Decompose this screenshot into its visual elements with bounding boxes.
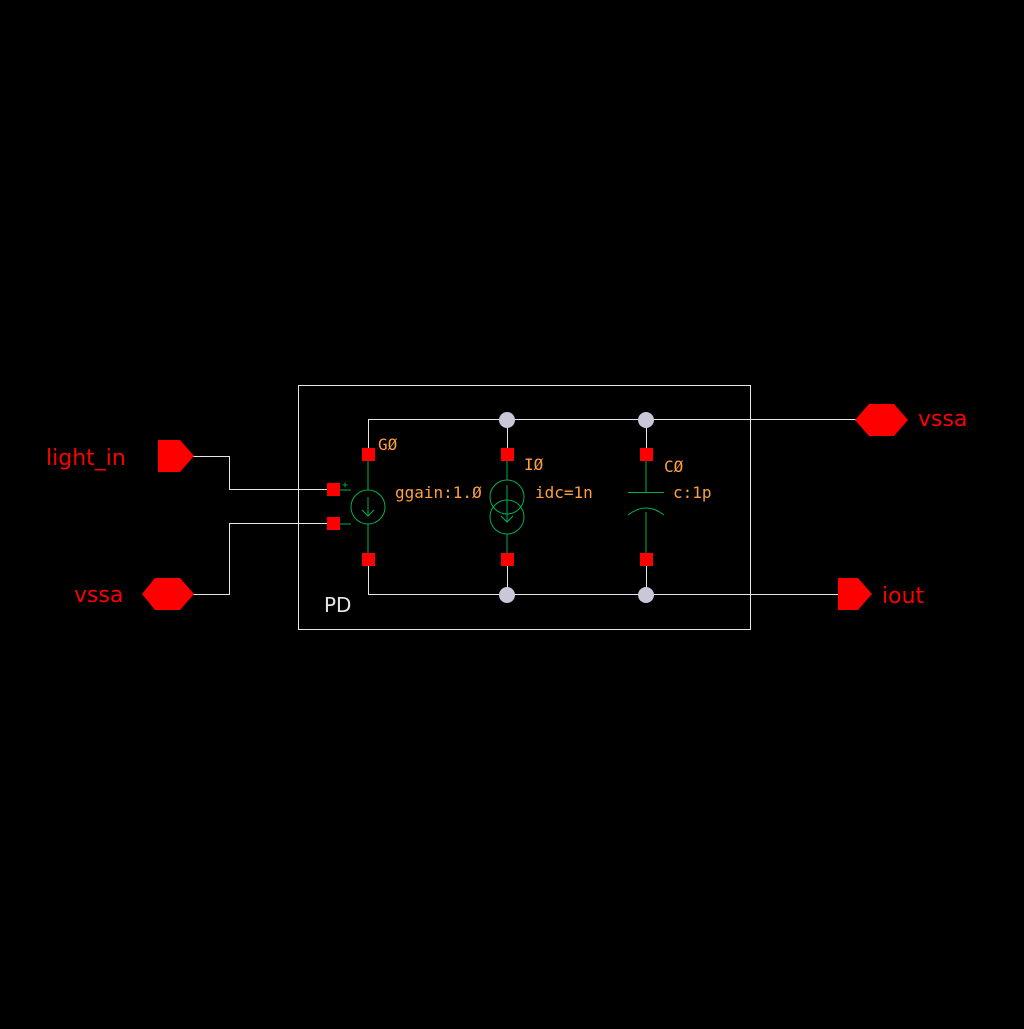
c0-instance-name: CØ: [664, 457, 684, 476]
inout-pin-icon: [855, 404, 908, 436]
pin-light-in[interactable]: light_in: [46, 440, 194, 472]
junction-bottom-i0: [499, 587, 515, 603]
device-i0[interactable]: IØ idc=1n: [489, 455, 593, 553]
terminal-i0-bottom[interactable]: [501, 553, 514, 566]
pin-light-in-label: light_in: [46, 446, 126, 471]
wire-vssa-left[interactable]: [193, 523, 328, 595]
c0-param: c:1p: [673, 483, 712, 502]
wires: [193, 419, 856, 595]
junctions: [499, 412, 654, 603]
current-source-icon: [489, 479, 525, 535]
terminal-i0-top[interactable]: [501, 448, 514, 461]
pin-iout-label: iout: [882, 584, 925, 609]
vccs-arrow-down-icon: [350, 489, 386, 525]
capacitor-icon: [627, 492, 665, 516]
pin-vssa-right[interactable]: vssa: [855, 404, 967, 436]
i0-param: idc=1n: [535, 483, 593, 502]
terminal-g0-bottom[interactable]: [362, 553, 375, 566]
g0-arrow-head: [361, 509, 375, 517]
g0-plus-sign: +: [342, 480, 348, 491]
output-pin-icon: [838, 578, 872, 610]
pin-iout[interactable]: iout: [838, 578, 925, 610]
wire-light-in[interactable]: [193, 456, 328, 490]
terminal-g0-ctrl-plus[interactable]: [327, 483, 340, 496]
pin-vssa-right-label: vssa: [918, 407, 967, 432]
device-g0[interactable]: + GØ ggain:1.Ø: [340, 435, 482, 553]
pd-block-label: PD: [324, 593, 351, 617]
input-pin-icon: [158, 440, 194, 472]
g0-instance-name: GØ: [378, 435, 398, 454]
terminal-g0-top[interactable]: [362, 448, 375, 461]
i0-instance-name: IØ: [524, 455, 544, 474]
g0-param: ggain:1.Ø: [395, 483, 482, 502]
terminals: [327, 448, 653, 566]
pd-block-outline[interactable]: [298, 385, 751, 630]
junction-bottom-c0: [638, 587, 654, 603]
terminal-c0-bottom[interactable]: [640, 553, 653, 566]
junction-top-i0: [499, 412, 515, 428]
junction-top-c0: [638, 412, 654, 428]
terminal-c0-top[interactable]: [640, 448, 653, 461]
pin-vssa-left[interactable]: vssa: [74, 578, 194, 610]
inout-pin-icon: [142, 578, 194, 610]
pin-vssa-left-label: vssa: [74, 583, 123, 608]
device-c0[interactable]: CØ c:1p: [627, 457, 712, 553]
terminal-g0-ctrl-minus[interactable]: [327, 517, 340, 530]
